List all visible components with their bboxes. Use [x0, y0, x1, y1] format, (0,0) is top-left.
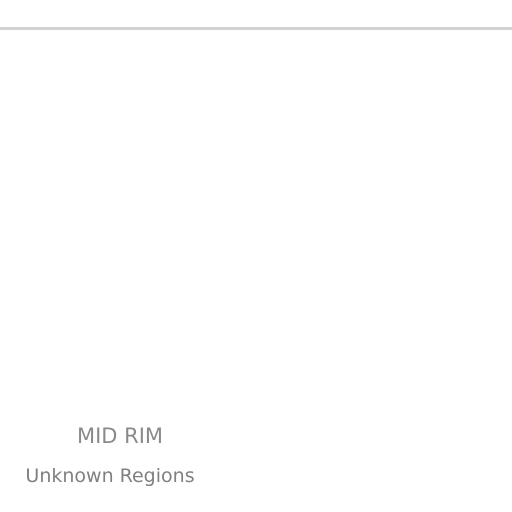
region-title: MID RIM: [76, 424, 164, 448]
region-subtitle[interactable]: Unknown Regions: [25, 465, 195, 487]
top-divider: [0, 27, 512, 30]
